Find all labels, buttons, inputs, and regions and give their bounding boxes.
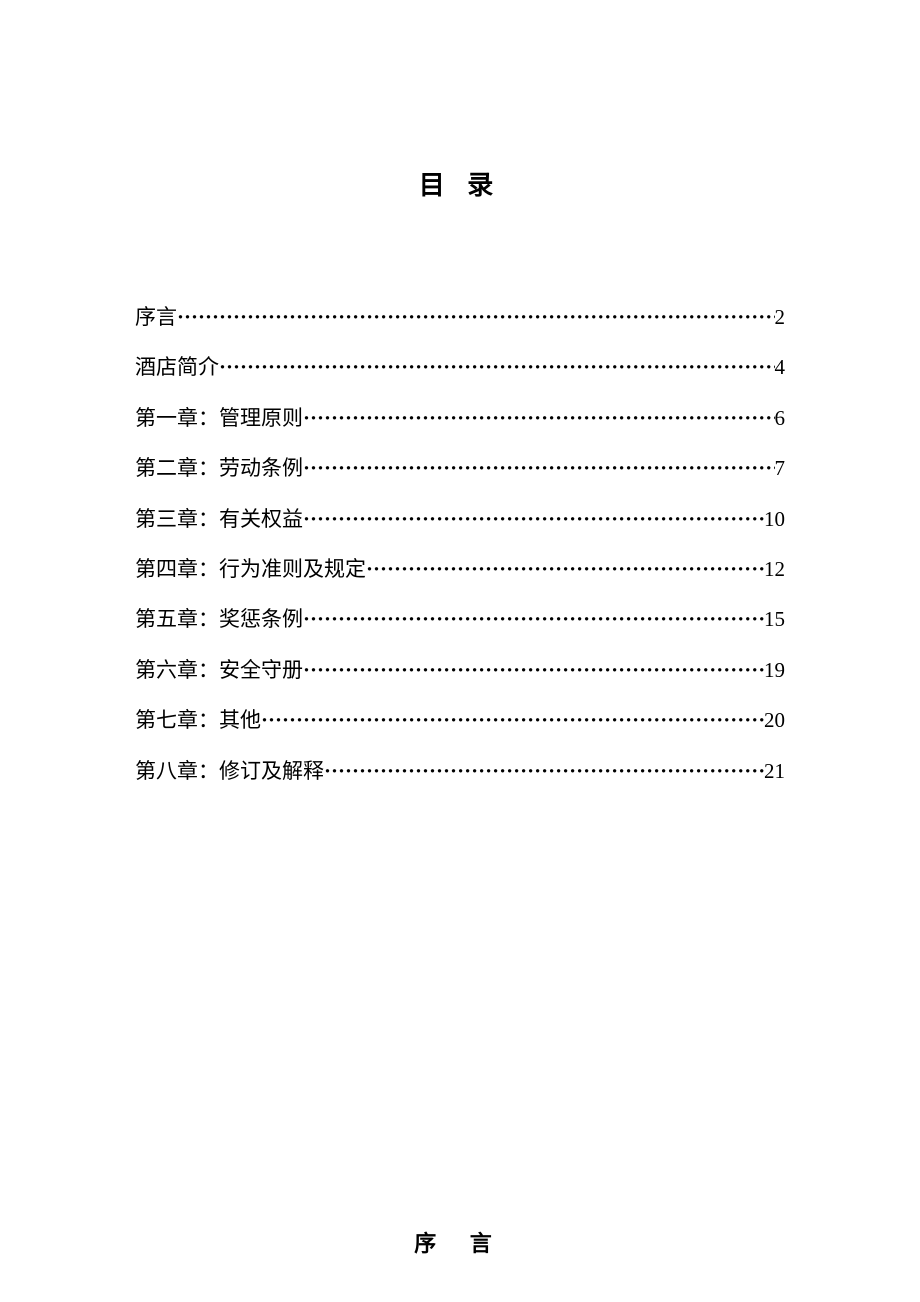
toc-entry: 序言 2 (135, 292, 785, 342)
toc-entry-page: 19 (764, 645, 785, 695)
toc-entry-page: 12 (764, 544, 785, 594)
toc-dots (303, 645, 764, 695)
toc-dots (219, 342, 775, 392)
toc-entry: 第八章：修订及解释 21 (135, 746, 785, 796)
toc-entry-label: 第五章：奖惩条例 (135, 594, 303, 644)
toc-dots (177, 292, 775, 342)
toc-dots (303, 494, 764, 544)
toc-dots (303, 443, 775, 493)
toc-entry: 第四章：行为准则及规定 12 (135, 544, 785, 594)
toc-entry: 酒店简介 4 (135, 342, 785, 392)
toc-entry-label: 第六章：安全守册 (135, 645, 303, 695)
toc-entry: 第六章：安全守册 19 (135, 645, 785, 695)
toc-entry-page: 4 (775, 342, 786, 392)
toc-title: 目 录 (135, 165, 785, 202)
toc-entry: 第五章：奖惩条例 15 (135, 594, 785, 644)
toc-entry-page: 6 (775, 393, 786, 443)
toc-dots (366, 544, 764, 594)
toc-entry-page: 15 (764, 594, 785, 644)
section-title: 序 言 (135, 1226, 785, 1258)
toc-entry-label: 序言 (135, 292, 177, 342)
toc-entry: 第二章：劳动条例 7 (135, 443, 785, 493)
toc-dots (261, 695, 764, 745)
toc-entry-page: 2 (775, 292, 786, 342)
toc-list: 序言 2 酒店简介 4 第一章：管理原则 6 第二章：劳动条例 7 第三章：有关… (135, 292, 785, 796)
toc-entry-label: 第八章：修订及解释 (135, 746, 324, 796)
toc-entry-label: 第七章：其他 (135, 695, 261, 745)
toc-entry: 第七章：其他 20 (135, 695, 785, 745)
toc-entry-label: 酒店简介 (135, 342, 219, 392)
toc-dots (303, 594, 764, 644)
toc-entry-label: 第四章：行为准则及规定 (135, 544, 366, 594)
toc-entry-label: 第二章：劳动条例 (135, 443, 303, 493)
document-page: 目 录 序言 2 酒店简介 4 第一章：管理原则 6 第二章：劳动条例 7 第三… (0, 0, 920, 1258)
toc-dots (303, 393, 775, 443)
toc-entry: 第三章：有关权益 10 (135, 494, 785, 544)
toc-entry-page: 20 (764, 695, 785, 745)
toc-entry: 第一章：管理原则 6 (135, 393, 785, 443)
toc-entry-label: 第三章：有关权益 (135, 494, 303, 544)
toc-entry-page: 7 (775, 443, 786, 493)
toc-entry-label: 第一章：管理原则 (135, 393, 303, 443)
toc-entry-page: 21 (764, 746, 785, 796)
toc-entry-page: 10 (764, 494, 785, 544)
toc-dots (324, 746, 764, 796)
